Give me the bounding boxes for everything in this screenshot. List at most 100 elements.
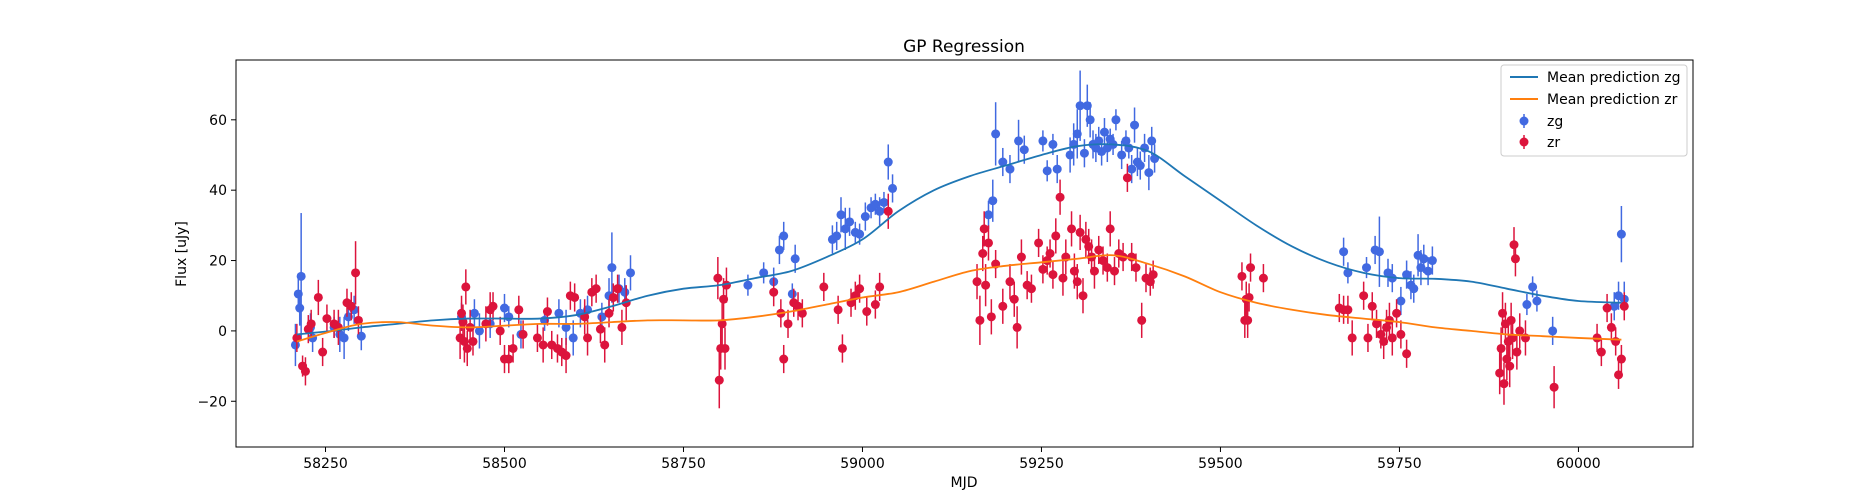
data-point-zg	[1038, 136, 1048, 146]
data-point-zr	[1602, 303, 1612, 313]
data-point-zr	[604, 308, 614, 318]
data-point-zg	[1548, 326, 1558, 336]
data-point-zr	[717, 319, 727, 329]
data-point-zr	[713, 273, 723, 283]
legend-label-zr: zr	[1547, 135, 1560, 151]
data-point-zr	[870, 300, 880, 310]
data-point-zg	[787, 289, 797, 299]
data-point-zg	[1522, 300, 1532, 310]
data-point-zr	[975, 315, 985, 325]
data-point-zr	[797, 308, 807, 318]
data-point-zr	[1102, 263, 1112, 273]
data-point-zg	[1616, 229, 1626, 239]
data-point-zr	[458, 317, 468, 327]
data-point-zr	[1505, 361, 1515, 371]
data-point-zr	[1055, 192, 1065, 202]
data-point-zr	[457, 308, 467, 318]
data-point-zg	[855, 229, 865, 239]
data-point-zr	[1396, 329, 1406, 339]
data-point-zr	[313, 292, 323, 302]
data-point-zg	[1339, 247, 1349, 257]
data-point-zg	[998, 157, 1008, 167]
data-point-zg	[561, 322, 571, 332]
data-point-zg	[988, 196, 998, 206]
mean-line-zr	[296, 254, 1622, 343]
data-point-zr	[978, 249, 988, 258]
data-point-zr	[720, 343, 730, 353]
data-point-zg	[290, 340, 300, 350]
data-point-zg	[1075, 101, 1085, 111]
x-tick-label: 58500	[482, 456, 527, 472]
data-point-zg	[1423, 266, 1433, 276]
data-point-zr	[1067, 224, 1077, 234]
data-point-zg	[1427, 256, 1437, 266]
data-point-zg	[1019, 145, 1029, 155]
legend-label-mean-zg: Mean prediction zg	[1547, 70, 1681, 86]
data-point-zr	[538, 340, 548, 350]
x-axis: 58250 58500 58750 59000 59250 59500 59750 60000	[303, 447, 1601, 472]
data-point-zg	[875, 206, 885, 216]
data-point-zg	[568, 333, 578, 343]
data-point-zr	[1089, 266, 1099, 276]
data-point-zr	[1496, 343, 1506, 353]
data-point-zg	[504, 312, 514, 322]
data-point-zr	[583, 333, 593, 343]
data-point-zr	[714, 375, 724, 385]
data-point-zg	[1111, 115, 1121, 125]
y-tick-label: 40	[209, 183, 227, 199]
data-point-zg	[1419, 254, 1429, 264]
data-point-zr	[986, 312, 996, 322]
data-point-zr	[1515, 326, 1525, 336]
data-point-zr	[518, 329, 528, 339]
data-point-zr	[819, 282, 829, 292]
data-point-zr	[1246, 263, 1256, 273]
data-point-zr	[532, 333, 542, 343]
x-tick-label: 58750	[661, 456, 706, 472]
data-point-zg	[845, 217, 855, 227]
data-point-zr	[1359, 291, 1369, 301]
data-point-zg	[1052, 164, 1062, 174]
data-point-zr	[1012, 322, 1022, 332]
data-point-zr	[1616, 354, 1626, 364]
data-point-zg	[1130, 120, 1140, 130]
data-point-zr	[1016, 252, 1026, 262]
data-point-zg	[1042, 166, 1052, 176]
legend-label-zg: zg	[1547, 114, 1563, 130]
legend-marker-zr-icon	[1519, 135, 1529, 149]
data-point-zr	[504, 354, 514, 364]
data-point-zr	[1072, 277, 1082, 287]
data-point-zr	[862, 307, 872, 317]
data-point-zg	[1609, 301, 1619, 311]
data-point-zr	[542, 307, 552, 317]
data-point-zg	[1147, 136, 1157, 146]
data-point-zr	[353, 315, 363, 325]
data-layer	[290, 70, 1629, 409]
data-point-zg	[607, 263, 617, 273]
data-point-zr	[1506, 315, 1516, 325]
data-point-zg	[474, 326, 484, 336]
data-point-zr	[855, 284, 865, 294]
data-point-zg	[1528, 282, 1538, 292]
data-point-zr	[779, 354, 789, 364]
series-zg	[290, 70, 1629, 367]
data-point-zr	[1611, 336, 1621, 346]
data-point-zg	[1343, 268, 1353, 278]
data-point-zr	[561, 351, 571, 361]
data-point-zr	[1237, 271, 1247, 281]
data-point-zg	[832, 231, 842, 241]
data-point-zr	[495, 326, 505, 336]
data-point-zr	[306, 319, 316, 329]
data-point-zr	[1137, 315, 1147, 325]
data-point-zr	[461, 282, 471, 292]
data-point-zr	[1402, 349, 1412, 359]
data-point-zr	[346, 301, 356, 311]
data-point-zg	[1362, 263, 1372, 273]
data-point-zg	[295, 303, 305, 313]
data-point-zr	[591, 284, 601, 294]
data-point-zg	[779, 231, 789, 241]
x-tick-label: 59500	[1198, 456, 1243, 472]
data-point-zg	[1144, 168, 1154, 178]
data-point-zg	[597, 312, 607, 322]
x-axis-label: MJD	[951, 475, 978, 491]
data-point-zg	[836, 210, 846, 220]
